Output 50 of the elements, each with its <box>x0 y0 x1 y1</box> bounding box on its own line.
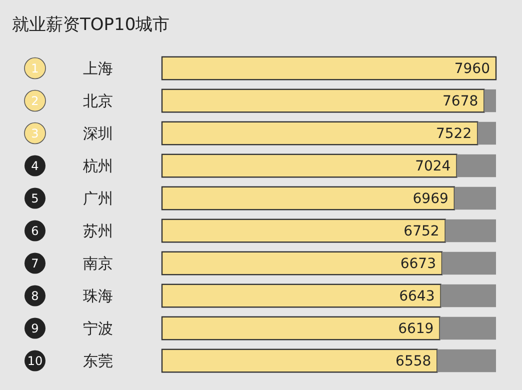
y-tick-label: 上海 <box>83 60 113 78</box>
data-label: 6643 <box>399 288 435 305</box>
bar <box>161 186 456 210</box>
y-tick-label: 广州 <box>83 190 113 208</box>
data-label: 7960 <box>454 61 490 78</box>
text: 7 <box>31 256 39 270</box>
bar <box>437 349 496 372</box>
bar <box>161 121 478 146</box>
chart-title: 就业薪资TOP10城市 <box>12 15 170 35</box>
y-tick-label: 南京 <box>83 254 113 272</box>
text: 6 <box>31 224 39 238</box>
text: 3 <box>31 126 39 140</box>
bar <box>161 218 446 243</box>
bar <box>440 316 496 340</box>
bar <box>484 89 496 112</box>
y-tick-label: 深圳 <box>83 124 113 142</box>
y-tick-label: 东莞 <box>83 352 113 370</box>
bar <box>440 284 496 308</box>
bar <box>161 88 485 113</box>
data-label: 6619 <box>398 321 434 338</box>
data-label: 6752 <box>404 224 440 240</box>
bar <box>161 284 442 308</box>
data-label: 7024 <box>415 158 451 175</box>
bar <box>161 251 443 276</box>
text: 5 <box>31 191 39 206</box>
text: 2 <box>31 94 39 108</box>
y-tick-label: 杭州 <box>82 157 113 175</box>
data-label: 6558 <box>396 354 432 370</box>
y-tick-label: 北京 <box>83 92 113 110</box>
text: 9 <box>31 321 39 336</box>
text: 1 <box>31 61 39 76</box>
bar <box>161 154 458 178</box>
bar <box>442 252 496 275</box>
text: 10 <box>27 354 43 368</box>
bar <box>454 186 496 210</box>
bar <box>161 56 497 80</box>
y-tick-label: 苏州 <box>83 222 113 240</box>
bar <box>456 154 496 178</box>
bar <box>445 219 496 242</box>
data-label: 7522 <box>436 126 472 142</box>
data-label: 7678 <box>442 94 478 110</box>
bar <box>161 348 438 373</box>
y-tick-label: 宁波 <box>83 320 113 338</box>
bar <box>478 122 496 145</box>
y-tick-label: 珠海 <box>83 287 113 305</box>
data-label: 6969 <box>412 191 448 208</box>
data-label: 6673 <box>400 256 436 272</box>
text: 8 <box>31 288 39 303</box>
text: 4 <box>31 158 39 173</box>
bar <box>161 316 440 340</box>
